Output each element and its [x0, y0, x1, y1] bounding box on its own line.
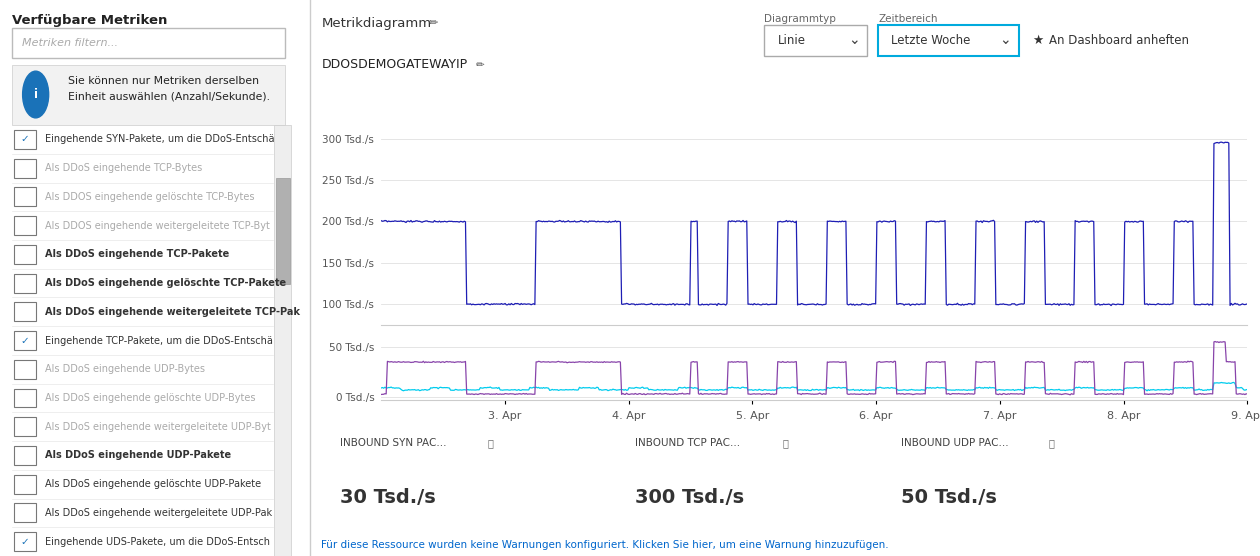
Bar — [14, 245, 37, 264]
Text: Als DDoS eingehende gelöschte TCP-Pakete: Als DDoS eingehende gelöschte TCP-Pakete — [45, 278, 286, 288]
Bar — [275, 125, 291, 556]
Text: ✓: ✓ — [20, 336, 29, 345]
Text: Als DDoS eingehende weitergeleitete UDP-Byt: Als DDoS eingehende weitergeleitete UDP-… — [45, 422, 271, 431]
Text: ✏: ✏ — [428, 18, 438, 28]
Text: Diagrammtyp: Diagrammtyp — [764, 14, 835, 24]
Text: ✓: ✓ — [20, 135, 29, 145]
Text: Als DDoS eingehende UDP-Pakete: Als DDoS eingehende UDP-Pakete — [45, 450, 231, 460]
Text: Als DDoS eingehende gelöschte UDP-Pakete: Als DDoS eingehende gelöschte UDP-Pakete — [45, 479, 261, 489]
Text: ✓: ✓ — [20, 537, 29, 547]
Bar — [13, 65, 285, 125]
Bar — [14, 130, 37, 149]
Text: 300 Tsd./s: 300 Tsd./s — [635, 488, 743, 507]
Text: An Dashboard anheften: An Dashboard anheften — [1050, 33, 1189, 47]
Text: ⌄: ⌄ — [999, 33, 1011, 47]
Text: Als DDoS eingehende UDP-Bytes: Als DDoS eingehende UDP-Bytes — [45, 364, 205, 374]
Bar — [14, 331, 37, 350]
Text: Als DDoS eingehende weitergeleitete TCP-Pak: Als DDoS eingehende weitergeleitete TCP-… — [45, 307, 300, 317]
Text: Eingehende UDS-Pakete, um die DDoS-Entsch: Eingehende UDS-Pakete, um die DDoS-Entsc… — [45, 537, 270, 547]
Text: INBOUND TCP PAC...: INBOUND TCP PAC... — [635, 438, 740, 448]
Text: Als DDoS eingehende TCP-Bytes: Als DDoS eingehende TCP-Bytes — [45, 163, 202, 173]
Text: DDOSDEMOGATEWAYIP: DDOSDEMOGATEWAYIP — [321, 58, 467, 71]
Text: Als DDOS eingehende weitergeleitete TCP-Byt: Als DDOS eingehende weitergeleitete TCP-… — [45, 221, 270, 231]
Text: Als DDoS eingehende TCP-Pakete: Als DDoS eingehende TCP-Pakete — [45, 250, 229, 259]
Text: ⓘ: ⓘ — [1048, 438, 1055, 448]
Text: Linie: Linie — [777, 33, 805, 47]
FancyBboxPatch shape — [878, 25, 1018, 56]
Bar — [14, 187, 37, 206]
FancyBboxPatch shape — [764, 25, 867, 56]
Bar — [14, 532, 37, 551]
Bar — [276, 178, 290, 284]
Bar — [14, 417, 37, 436]
Text: Metriken filtern...: Metriken filtern... — [21, 38, 117, 48]
Text: Als DDOS eingehende gelöschte TCP-Bytes: Als DDOS eingehende gelöschte TCP-Bytes — [45, 192, 255, 202]
Text: 50 Tsd./s: 50 Tsd./s — [901, 488, 997, 507]
Text: ✏: ✏ — [476, 60, 485, 70]
Text: ⌄: ⌄ — [848, 33, 859, 47]
Text: Eingehende SYN-Pakete, um die DDoS-Entschä: Eingehende SYN-Pakete, um die DDoS-Entsc… — [45, 135, 275, 145]
Bar — [14, 389, 37, 408]
Bar — [14, 360, 37, 379]
Bar — [14, 216, 37, 235]
Text: Sie können nur Metriken derselben: Sie können nur Metriken derselben — [68, 76, 260, 86]
Bar — [14, 159, 37, 178]
Bar — [14, 475, 37, 494]
Bar — [14, 446, 37, 465]
Bar — [14, 302, 37, 321]
Text: Zeitbereich: Zeitbereich — [878, 14, 937, 24]
Text: Metrikdiagramm: Metrikdiagramm — [321, 17, 431, 29]
Text: 30 Tsd./s: 30 Tsd./s — [340, 488, 436, 507]
FancyBboxPatch shape — [13, 28, 285, 58]
Text: Letzte Woche: Letzte Woche — [891, 33, 970, 47]
Text: ⓘ: ⓘ — [488, 438, 494, 448]
Text: Verfügbare Metriken: Verfügbare Metriken — [13, 14, 168, 27]
Circle shape — [23, 71, 49, 118]
Text: ⓘ: ⓘ — [782, 438, 788, 448]
Text: ★: ★ — [1032, 33, 1043, 47]
Text: INBOUND SYN PAC...: INBOUND SYN PAC... — [340, 438, 447, 448]
Text: Eingehende TCP-Pakete, um die DDoS-Entschä: Eingehende TCP-Pakete, um die DDoS-Entsc… — [45, 336, 273, 345]
Text: Als DDoS eingehende weitergeleitete UDP-Pak: Als DDoS eingehende weitergeleitete UDP-… — [45, 508, 272, 518]
Text: Einheit auswählen (Anzahl/Sekunde).: Einheit auswählen (Anzahl/Sekunde). — [68, 91, 270, 101]
Bar — [14, 274, 37, 292]
Text: Für diese Ressource wurden keine Warnungen konfiguriert. Klicken Sie hier, um ei: Für diese Ressource wurden keine Warnung… — [321, 540, 890, 550]
Text: INBOUND UDP PAC...: INBOUND UDP PAC... — [901, 438, 1008, 448]
Bar — [14, 504, 37, 523]
Text: i: i — [34, 88, 38, 101]
Text: Als DDoS eingehende gelöschte UDP-Bytes: Als DDoS eingehende gelöschte UDP-Bytes — [45, 393, 256, 403]
